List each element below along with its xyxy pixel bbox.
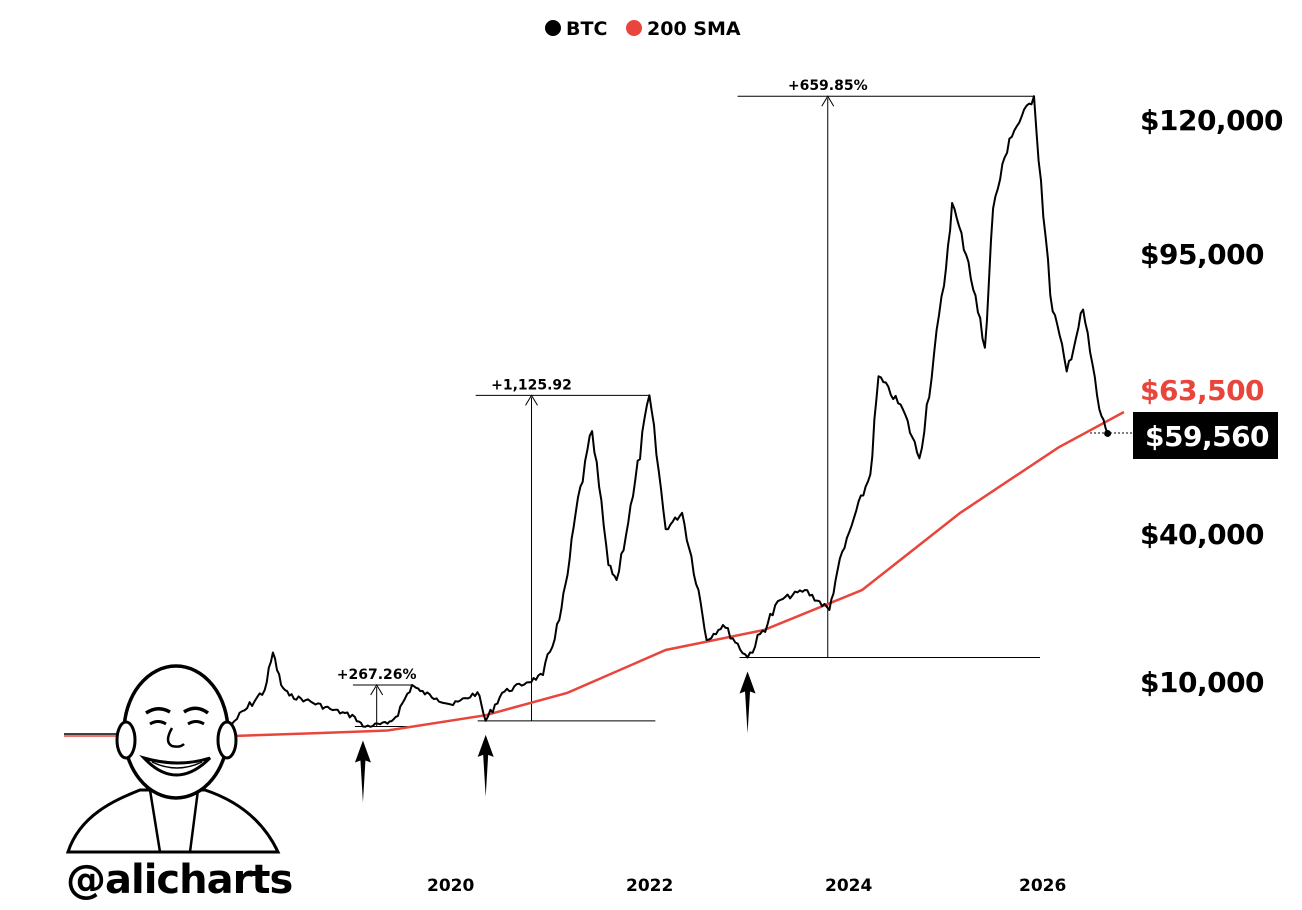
annotation-label: +659.85% xyxy=(788,78,868,94)
avatar-smile xyxy=(139,755,212,777)
y-axis-labels: $120,000 $95,000 $40,000 $10,000 xyxy=(1140,104,1284,699)
avatar-logo xyxy=(65,664,281,854)
bottom-marker-arrow xyxy=(739,671,756,734)
annotation-arrowhead xyxy=(525,394,538,406)
annotation-label: +267.26% xyxy=(337,667,417,683)
bottom-marker-arrow xyxy=(354,740,371,803)
bottom-marker-arrow xyxy=(477,734,494,797)
brand-handle: @alicharts xyxy=(66,857,292,903)
legend-btc-marker xyxy=(545,20,561,36)
x-axis-labels: 2020 2022 2024 2026 xyxy=(427,876,1066,896)
annotation-guides xyxy=(352,95,1040,727)
sma-series xyxy=(64,410,1125,738)
x-tick-label: 2026 xyxy=(1019,876,1066,896)
avatar-right-ear xyxy=(216,720,238,760)
btc-current-label: $59,560 xyxy=(1145,420,1269,453)
avatar-left-ear xyxy=(115,720,137,760)
legend-btc-label: BTC xyxy=(566,18,607,40)
legend-sma-label: 200 SMA xyxy=(647,18,741,40)
annotation-label: +1,125.92 xyxy=(491,377,572,393)
btc-line xyxy=(231,95,1109,728)
legend-sma-marker xyxy=(626,20,642,36)
btc-series xyxy=(64,95,1112,735)
avatar-teeth xyxy=(151,761,203,769)
avatar-shoulders xyxy=(65,788,281,854)
avatar-brows xyxy=(145,706,210,715)
annotation-labels: +267.26% +1,125.92 +659.85% xyxy=(337,78,868,683)
sma-line xyxy=(231,410,1125,738)
y-tick-label: $10,000 xyxy=(1140,666,1264,699)
avatar-eyes xyxy=(149,720,205,726)
x-tick-label: 2020 xyxy=(427,876,474,896)
annotation-arrowhead xyxy=(821,95,835,107)
sma-current-label: $63,500 xyxy=(1140,374,1264,407)
avatar-head xyxy=(122,664,230,800)
y-tick-label: $95,000 xyxy=(1140,238,1264,271)
current-values: $63,500 $59,560 xyxy=(1090,374,1278,459)
y-tick-label: $120,000 xyxy=(1140,104,1283,137)
avatar-collar xyxy=(148,789,200,853)
x-tick-label: 2022 xyxy=(626,876,673,896)
legend: BTC 200 SMA xyxy=(545,18,741,40)
annotation-arrowhead xyxy=(370,684,384,696)
btc-current-box xyxy=(1133,412,1278,459)
avatar-nose xyxy=(166,727,185,748)
y-tick-label: $40,000 xyxy=(1140,518,1264,551)
bottom-markers xyxy=(354,671,756,803)
x-tick-label: 2024 xyxy=(825,876,872,896)
